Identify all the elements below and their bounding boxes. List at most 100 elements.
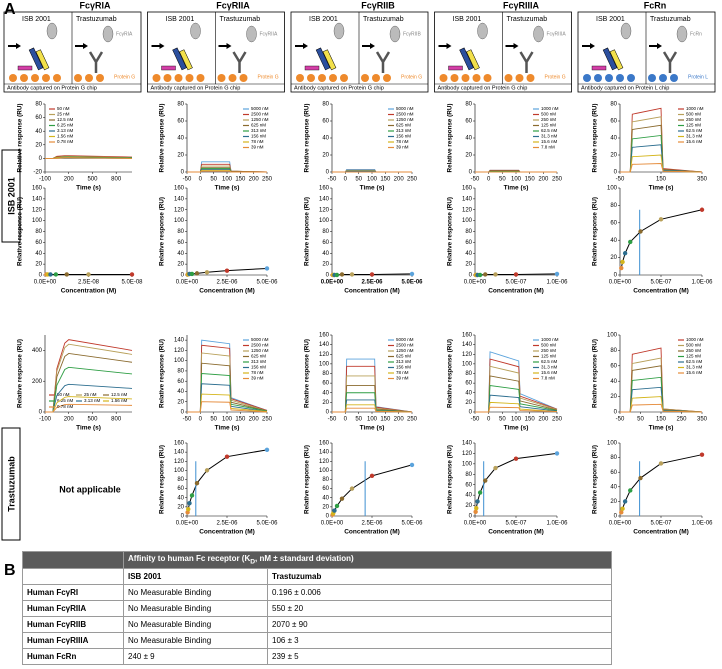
x-tick-label: 0 bbox=[344, 177, 348, 183]
data-point bbox=[189, 271, 195, 277]
affinity-table: Affinity to human Fc receptor (KD, nM ± … bbox=[22, 551, 612, 665]
legend-label: 1000 nM bbox=[686, 106, 704, 111]
x-tick-label: 0 bbox=[344, 417, 348, 423]
x-tick-label: 5.0E-06 bbox=[256, 521, 278, 527]
receptor bbox=[533, 25, 544, 43]
caption: Antibody captured on Protein G chip bbox=[294, 85, 384, 91]
legend-label: 62.5 nM bbox=[686, 128, 703, 133]
chip bbox=[616, 74, 624, 82]
x-tick-label: -50 bbox=[183, 177, 192, 183]
x-tick-label: 0.0E+00 bbox=[321, 521, 344, 527]
y-tick-label: 100 bbox=[174, 218, 185, 224]
cell: Human FcRn bbox=[22, 647, 124, 665]
y-tick-label: 140 bbox=[462, 196, 473, 202]
chip bbox=[583, 74, 591, 82]
x-tick-label: 150 bbox=[235, 417, 246, 423]
chip bbox=[383, 74, 391, 82]
y-tick-label: 160 bbox=[32, 186, 43, 192]
y-tick-label: 40 bbox=[322, 251, 329, 257]
x-tick-label: 150 bbox=[525, 177, 536, 183]
y-tick-label: 20 bbox=[610, 394, 617, 400]
legend-label: 313 nM bbox=[251, 128, 266, 133]
chip bbox=[450, 74, 459, 82]
data-point bbox=[53, 272, 59, 277]
y-tick-label: 60 bbox=[465, 119, 472, 125]
y-tick-label: 80 bbox=[465, 472, 472, 478]
chart: 0 20 40 60 80 100 120 140 0.0E+00 5.0E-07 1.0E-06 R… bbox=[447, 441, 568, 536]
y-tick-label: 140 bbox=[319, 450, 330, 456]
legend-label: 2500 nM bbox=[396, 343, 414, 348]
chip bbox=[670, 74, 678, 82]
sensorgram-line bbox=[332, 375, 413, 413]
y-tick-label: 0 bbox=[469, 514, 473, 520]
chart: 0 20 40 60 80 100 120 140 160 0.0E+00 2.5E-06 5.0E-… bbox=[304, 186, 423, 295]
chart: 0 20 40 60 80 100 120 140 160 0.0E+00 2.5E-06 5.0E-… bbox=[159, 186, 278, 295]
diagram-header: ISB 2001 bbox=[22, 16, 51, 23]
data-point bbox=[264, 266, 270, 271]
y-axis-label: Relative response (RU) bbox=[447, 339, 454, 408]
y-tick-label: 60 bbox=[465, 240, 472, 246]
chip bbox=[340, 74, 348, 82]
diagram-box bbox=[3, 11, 142, 93]
chip bbox=[307, 74, 315, 82]
y-tick-label: 20 bbox=[465, 400, 472, 406]
y-tick-label: 80 bbox=[610, 203, 617, 209]
data-point bbox=[622, 251, 628, 256]
fit-line bbox=[332, 464, 413, 515]
data-point bbox=[204, 270, 210, 275]
y-tick-label: 160 bbox=[319, 333, 330, 339]
chip bbox=[472, 74, 481, 82]
cell: 2070 ± 90 bbox=[267, 615, 612, 633]
x-tick-label: 150 bbox=[656, 177, 667, 183]
x-tick-label: 5.0E-07 bbox=[505, 521, 527, 527]
chip bbox=[483, 74, 492, 82]
y-tick-label: 40 bbox=[177, 495, 184, 501]
diagram-header: Trastuzumab bbox=[507, 16, 548, 23]
y-tick-label: 100 bbox=[319, 468, 330, 474]
diagram-header: ISB 2001 bbox=[309, 16, 338, 23]
x-tick-label: 250 bbox=[407, 417, 418, 423]
y-tick-label: 40 bbox=[610, 379, 617, 385]
data-point bbox=[194, 271, 200, 276]
data-point bbox=[48, 272, 53, 277]
data-point bbox=[474, 505, 479, 511]
x-tick-label: 5.0E-06 bbox=[401, 521, 423, 527]
receptor bbox=[389, 25, 401, 43]
y-tick-label: 20 bbox=[322, 262, 329, 268]
x-tick-label: 200 bbox=[249, 417, 260, 423]
y-tick-label: 80 bbox=[322, 229, 329, 235]
row-label: ISB 2001 bbox=[6, 177, 16, 215]
y-tick-label: 80 bbox=[322, 477, 329, 483]
diagram-header: Trastuzumab bbox=[363, 16, 404, 23]
y-tick-label: 60 bbox=[177, 379, 184, 385]
y-tick-label: 0 bbox=[39, 410, 43, 416]
diagram-box bbox=[577, 11, 716, 93]
protein-label: Protein G bbox=[114, 74, 135, 80]
x-axis-label: Concentration (M) bbox=[61, 288, 117, 295]
x-tick-label: 500 bbox=[87, 177, 98, 183]
legend-label: 500 nM bbox=[686, 112, 701, 117]
legend-label: 39 nM bbox=[396, 145, 409, 150]
y-tick-label: 60 bbox=[177, 119, 184, 125]
x-tick-label: -50 bbox=[328, 177, 337, 183]
antibody bbox=[179, 49, 193, 71]
row-label: Trastuzumab bbox=[6, 456, 16, 512]
x-axis-label: Concentration (M) bbox=[199, 529, 255, 536]
column-title: FcγRIIIA bbox=[503, 0, 540, 10]
fit-line bbox=[187, 449, 268, 513]
data-point bbox=[409, 462, 415, 468]
x-tick-label: 250 bbox=[407, 177, 418, 183]
y-tick-label: 0 bbox=[326, 170, 330, 176]
y-tick-label: 120 bbox=[462, 451, 473, 457]
y-tick-label: 40 bbox=[177, 389, 184, 395]
y-tick-label: 60 bbox=[322, 240, 329, 246]
x-axis-label: Time (s) bbox=[504, 425, 529, 432]
chip bbox=[515, 74, 524, 82]
data-point bbox=[86, 272, 91, 277]
cell: 240 ± 9 bbox=[123, 647, 268, 665]
diagram-header: ISB 2001 bbox=[166, 16, 195, 23]
x-axis-label: Concentration (M) bbox=[488, 288, 544, 295]
legend-label: 15.6 nM bbox=[686, 139, 703, 144]
